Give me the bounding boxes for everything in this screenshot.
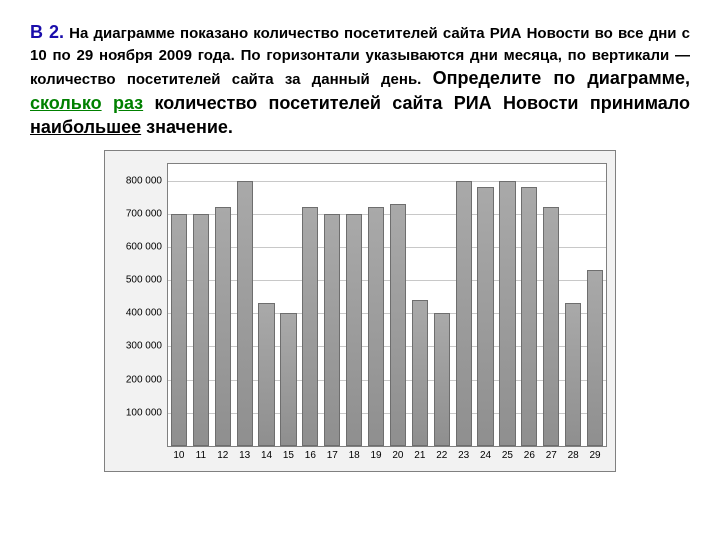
bar [346,214,362,446]
bar [434,313,450,446]
gridline [168,413,606,414]
x-axis-label: 15 [283,446,294,461]
x-axis-label: 21 [414,446,425,461]
bar [477,187,493,446]
bar [324,214,340,446]
bar [543,207,559,446]
question-emph-1: сколько [30,93,102,113]
x-axis-label: 24 [480,446,491,461]
gridline [168,380,606,381]
bar [390,204,406,446]
gridline [168,214,606,215]
bar [368,207,384,446]
gridline [168,280,606,281]
x-axis-label: 20 [392,446,403,461]
x-axis-label: 22 [436,446,447,461]
y-axis-label: 700 000 [126,208,168,219]
bar [521,187,537,446]
bar [412,300,428,446]
question-emph-2: раз [113,93,143,113]
bar [456,181,472,446]
bar [171,214,187,446]
question-lead: Определите по диаграмме, [433,68,690,88]
bar [237,181,253,446]
x-axis-label: 23 [458,446,469,461]
x-axis-label: 27 [546,446,557,461]
x-axis-label: 12 [217,446,228,461]
question-space-1 [102,93,113,113]
gridline [168,346,606,347]
chart-box: 100 000 200 000 300 000 400 000 500 000 600 0… [104,150,616,472]
plot-area: 100 000200 000300 000400 000500 000600 0… [167,163,607,447]
bar [587,270,603,446]
question-mid: количество посетителей сайта РИА Новости… [143,93,690,113]
gridline [168,313,606,314]
bar [258,303,274,446]
x-axis-label: 25 [502,446,513,461]
y-axis-label: 200 000 [126,374,168,385]
bar [302,207,318,446]
x-axis-label: 11 [196,446,206,461]
bar [280,313,296,446]
chart-container: 100 000 200 000 300 000 400 000 500 000 600 0… [30,150,690,472]
x-axis-label: 17 [327,446,338,461]
y-axis-label: 800 000 [126,175,168,186]
bar [215,207,231,446]
problem-text: В 2. На диаграмме показано количество по… [30,20,690,140]
x-axis-label: 26 [524,446,535,461]
y-axis-label: 300 000 [126,341,168,352]
gridline [168,247,606,248]
x-axis-label: 18 [349,446,360,461]
x-axis-label: 28 [568,446,579,461]
y-axis-label: 400 000 [126,308,168,319]
question-tail: значение. [141,117,233,137]
x-axis-label: 16 [305,446,316,461]
bar [193,214,209,446]
x-axis-label: 29 [589,446,600,461]
x-axis-label: 14 [261,446,272,461]
y-axis-label: 600 000 [126,241,168,252]
x-axis-label: 13 [239,446,250,461]
gridline [168,181,606,182]
bar [499,181,515,446]
bar [565,303,581,446]
problem-number: В 2. [30,22,64,42]
y-axis-label: 500 000 [126,275,168,286]
x-axis-label: 10 [173,446,184,461]
x-axis-label: 19 [370,446,381,461]
y-axis-label: 100 000 [126,407,168,418]
question-under: наибольшее [30,117,141,137]
